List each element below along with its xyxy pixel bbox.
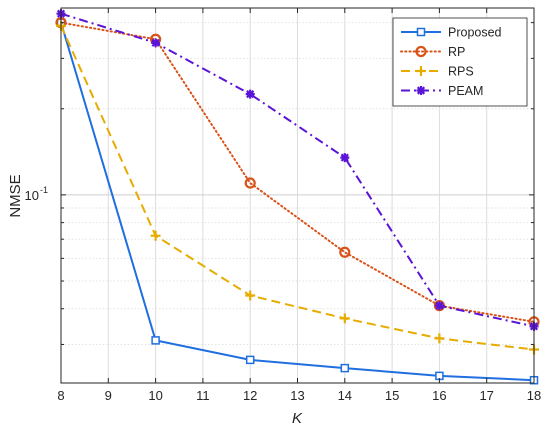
x-tick-label: 14 [338,388,352,403]
data-point-circle [415,45,427,58]
x-tick-label: 16 [432,388,446,403]
legend-label: RPS [448,65,474,79]
x-tick-label: 12 [243,388,257,403]
y-tick-label: 10 [25,188,39,203]
legend-label: Proposed [448,26,502,40]
x-tick-label: 13 [290,388,304,403]
legend-item: PEAM [401,84,483,98]
data-point-star [340,153,350,163]
series-line [60,21,535,323]
data-point-star [434,301,444,311]
x-tick-label: 17 [479,388,493,403]
data-point-circle [339,246,351,258]
data-point-square [151,336,160,345]
x-tick-label: 15 [385,388,399,403]
y-tick-exponent: -1 [40,185,48,195]
series-line [60,25,535,351]
data-point-plus [339,313,350,324]
data-point-square [416,27,426,37]
x-tick-label: 8 [57,388,64,403]
legend-label: PEAM [448,84,483,98]
data-point-star [151,38,161,48]
data-point-square [245,355,255,365]
y-axis-ticks: 10 -1 [25,22,534,345]
x-axis-ticks: 8 9 10 11 12 13 14 15 16 17 18 [57,8,541,403]
legend-item: Proposed [401,26,502,40]
x-tick-label: 10 [148,388,162,403]
series-line [60,22,535,382]
legend-item: RPS [401,65,474,79]
data-point-plus [245,290,256,301]
legend-label: RP [448,45,465,59]
y-tick-base: 10 [25,188,39,203]
data-point-plus [416,66,426,76]
y-axis-label: NMSE [7,174,24,217]
x-tick-label: 9 [105,388,112,403]
series-line [60,12,535,328]
x-tick-label: 11 [196,388,210,403]
data-point-star [416,86,426,95]
x-tick-label: 18 [527,388,541,403]
x-axis-label: K [292,410,303,427]
data-point-circle [244,177,256,189]
legend: Proposed RP RPS PEAM [392,17,528,107]
data-point-plus [434,333,445,344]
data-point-star [245,89,255,99]
data-point-plus [150,230,161,241]
data-point-square [340,363,350,373]
legend-item: RP [400,45,465,59]
